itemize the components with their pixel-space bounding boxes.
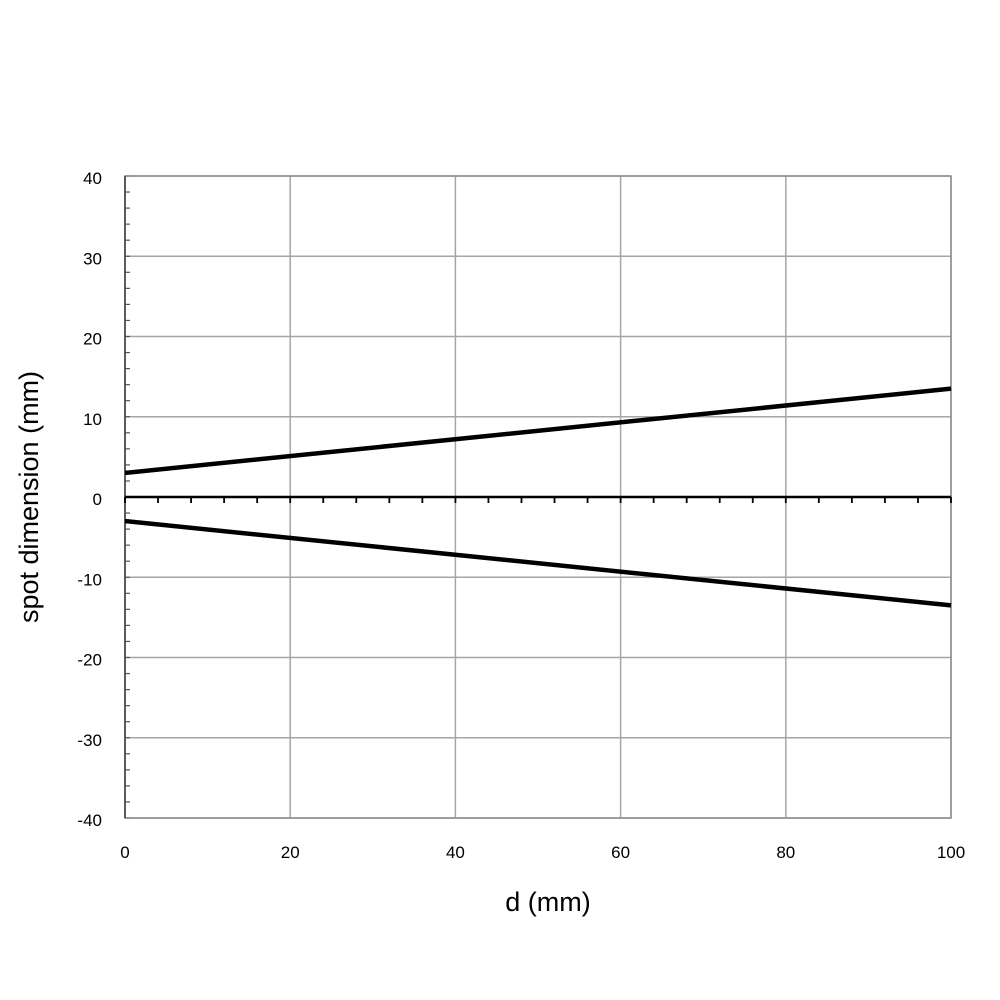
zero-axis [124, 495, 952, 503]
y-tick-label: 20 [83, 330, 102, 349]
y-tick-label: 10 [83, 410, 102, 429]
x-axis-title: d (mm) [505, 887, 590, 917]
x-tick-label: 100 [937, 843, 965, 862]
minor-ticks [125, 175, 130, 819]
x-tick-labels: 0 20 40 60 80 100 [120, 843, 965, 862]
series-line-1 [124, 386, 952, 476]
y-tick-label: -40 [77, 811, 102, 830]
series-layer [124, 386, 952, 608]
y-tick-label: -30 [77, 731, 102, 750]
x-tick-label: 60 [611, 843, 630, 862]
x-tick-label: 40 [446, 843, 465, 862]
x-tick-label: 0 [120, 843, 129, 862]
x-tick-label: 20 [281, 843, 300, 862]
y-tick-label: -20 [77, 651, 102, 670]
series-line-2 [124, 518, 952, 608]
y-tick-label: 0 [93, 490, 102, 509]
y-tick-label: 30 [83, 249, 102, 268]
x-tick-label: 80 [776, 843, 795, 862]
y-tick-labels: 40 30 20 10 0 -10 -20 -30 -40 [77, 169, 102, 830]
y-tick-label: -10 [77, 570, 102, 589]
y-tick-label: 40 [83, 169, 102, 188]
y-axis-title: spot dimension (mm) [14, 371, 44, 623]
